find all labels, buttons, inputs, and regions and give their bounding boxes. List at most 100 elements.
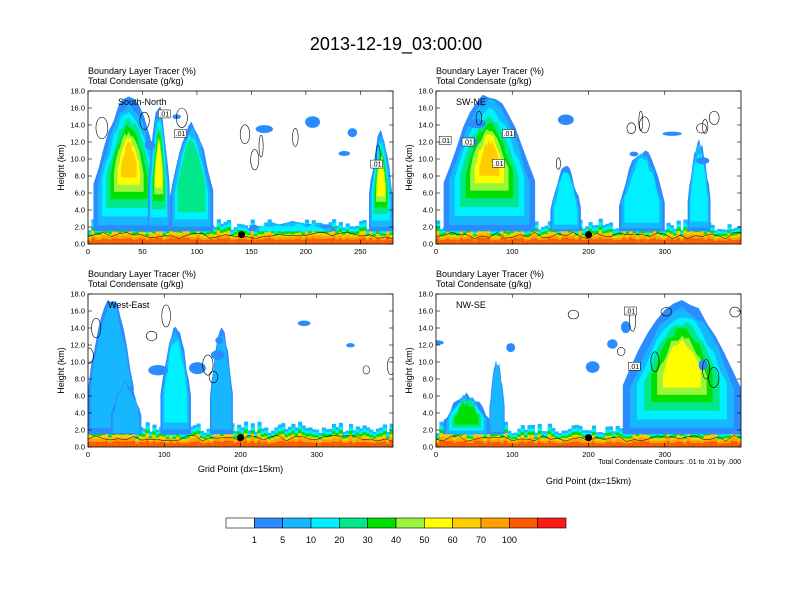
boundary-layer-cell [703, 441, 708, 447]
plume-contour-fill [490, 363, 504, 432]
boundary-layer-cell [473, 440, 478, 447]
boundary-layer-cell [196, 238, 201, 244]
boundary-layer-cell [554, 443, 559, 447]
panel-variable-label: Boundary Layer Tracer (%) [436, 269, 544, 279]
boundary-layer-cell [325, 239, 330, 244]
boundary-layer-cell [162, 240, 167, 244]
condensate-contour [702, 359, 711, 380]
boundary-layer-cell [456, 441, 461, 447]
boundary-layer-cell [389, 239, 393, 244]
boundary-layer-cell [315, 238, 320, 244]
boundary-layer-cell [581, 240, 586, 244]
boundary-layer-cell [165, 239, 171, 244]
scattered-tracer-blob [585, 361, 600, 373]
boundary-layer-cell [541, 443, 546, 447]
boundary-layer-cell [379, 240, 384, 244]
y-tick-label: 6.0 [75, 392, 85, 401]
contour-label-box [628, 362, 641, 371]
condensate-contour [626, 122, 636, 134]
scattered-tracer-blob [557, 114, 574, 126]
boundary-layer-cell [656, 442, 661, 447]
boundary-layer-cell [591, 239, 597, 244]
boundary-layer-cell [108, 442, 113, 447]
boundary-layer-cell [203, 443, 208, 447]
boundary-layer-cell [578, 237, 583, 244]
boundary-layer-cell [267, 443, 272, 447]
boundary-layer-cell [649, 443, 654, 447]
boundary-layer-cell [608, 238, 614, 244]
scattered-tracer-blob [695, 157, 710, 165]
boundary-layer-cell [348, 441, 354, 447]
boundary-layer-cell [274, 442, 279, 447]
boundary-layer-cell [359, 442, 364, 447]
boundary-layer-cell [568, 442, 573, 447]
boundary-layer-cell [104, 239, 110, 244]
y-axis-label: Height (km) [404, 347, 414, 394]
boundary-layer-cell [169, 237, 174, 244]
scattered-tracer-blob [148, 365, 168, 376]
boundary-layer-cell [372, 240, 377, 244]
boundary-layer-cell [193, 239, 198, 244]
colorbar-segment [395, 517, 425, 529]
boundary-layer-cell [284, 239, 289, 244]
y-tick-label: 4.0 [75, 206, 85, 215]
boundary-layer-cell [503, 239, 508, 244]
boundary-layer-cell [311, 442, 316, 447]
boundary-layer-cell [121, 441, 127, 447]
contour-label-box [438, 136, 452, 145]
boundary-layer-cell [301, 441, 306, 447]
boundary-layer-cell [659, 442, 664, 447]
boundary-layer-cell [206, 442, 211, 447]
boundary-layer-cell [226, 237, 232, 244]
y-tick-label: 12.0 [70, 138, 85, 147]
boundary-layer-cell [625, 239, 630, 244]
y-tick-label: 12.0 [418, 138, 433, 147]
boundary-layer-cell [737, 239, 741, 244]
boundary-layer-cell [605, 441, 610, 447]
boundary-layer-cell [247, 442, 252, 447]
boundary-layer-cell [155, 442, 160, 447]
boundary-layer-cell [382, 441, 388, 447]
y-tick-label: 10.0 [70, 358, 85, 367]
boundary-layer-cell [680, 240, 685, 244]
condensate-contour [139, 111, 150, 130]
boundary-layer-cell [304, 442, 310, 447]
boundary-layer-cell [98, 239, 103, 244]
boundary-layer-cell [449, 440, 454, 447]
panel-contour-label: Total Condensate (g/kg) [436, 76, 532, 86]
x-tick-label: 50 [138, 247, 146, 256]
contour-label-box [461, 137, 475, 147]
boundary-layer-cell [118, 238, 123, 244]
boundary-layer-cell [318, 443, 323, 447]
boundary-layer-cell [338, 440, 343, 447]
boundary-layer-cell [622, 443, 627, 447]
boundary-layer-cell [121, 238, 127, 244]
boundary-layer-cell [145, 240, 150, 244]
boundary-layer-cell [135, 239, 140, 244]
boundary-layer-cell [311, 238, 316, 244]
y-tick-label: 12.0 [70, 341, 85, 350]
panel-west-east: Boundary Layer Tracer (%)Total Condensat… [56, 269, 394, 474]
contour-label: .01 [159, 111, 169, 118]
boundary-layer-cell [517, 238, 522, 244]
plume-contour-fill [121, 141, 137, 178]
y-tick-label: 14.0 [70, 324, 85, 333]
boundary-layer-cell [666, 238, 671, 244]
tracer-field [436, 91, 741, 244]
boundary-layer-cell [142, 442, 147, 447]
y-tick-label: 2.0 [423, 426, 433, 435]
boundary-layer-cell [176, 442, 181, 447]
boundary-layer-cell [352, 442, 357, 447]
boundary-layer-cell [578, 441, 583, 447]
boundary-layer-cell [663, 442, 668, 447]
condensate-contour [639, 116, 650, 134]
boundary-layer-cell [683, 443, 688, 447]
boundary-layer-cell [260, 442, 266, 447]
y-tick-label: 16.0 [70, 307, 85, 316]
boundary-layer-cell [254, 443, 259, 447]
boundary-layer-cell [111, 441, 116, 447]
boundary-layer-cell [264, 442, 269, 447]
condensate-contour-low [436, 231, 741, 240]
boundary-layer-cell [145, 440, 150, 447]
boundary-layer-cell [250, 441, 255, 447]
